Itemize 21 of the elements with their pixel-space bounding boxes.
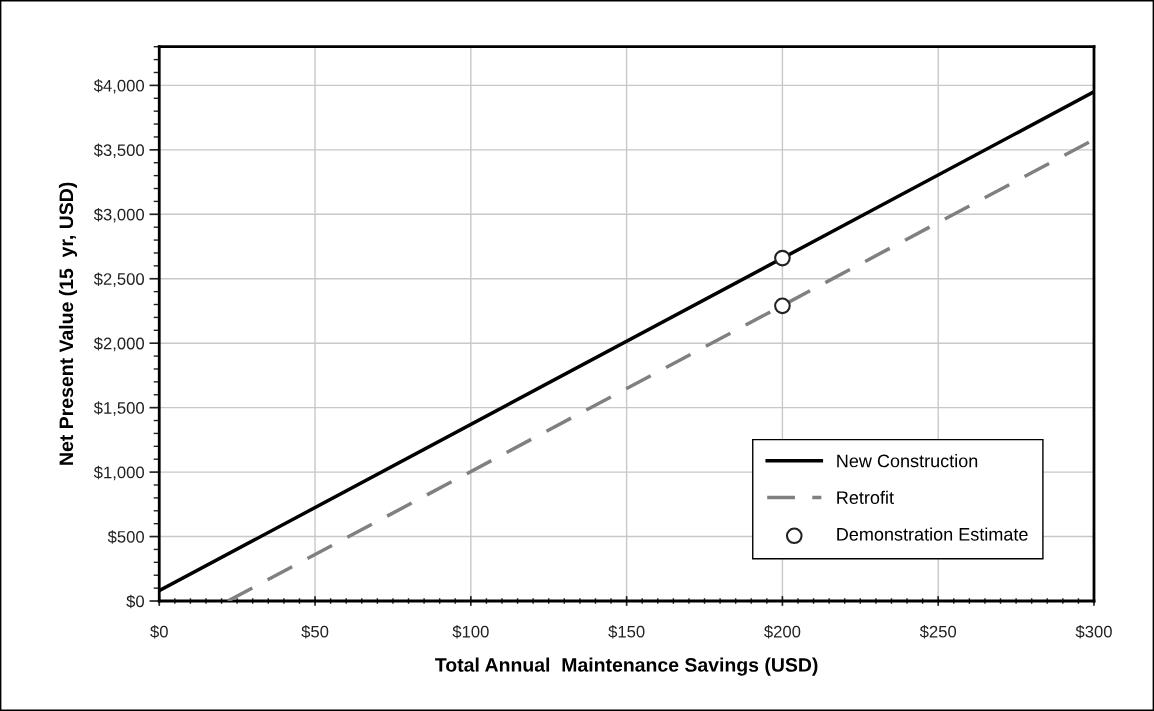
y-tick-label: $1,000	[93, 465, 145, 481]
x-tick-label: $250	[919, 625, 957, 639]
y-axis-title: Net Present Value (15 yr, USD)	[58, 182, 78, 465]
legend-label: New Construction	[837, 454, 978, 468]
y-tick-label: $1,500	[93, 401, 145, 416]
y-tick-label: $4,000	[93, 79, 145, 94]
x-axis-title: Total Annual Maintenance Savings (USD)	[435, 657, 818, 676]
x-tick-label: $0	[150, 625, 168, 639]
y-tick-label: $0	[126, 594, 145, 609]
y-tick-label: $3,500	[93, 143, 145, 159]
x-tick-label: $100	[452, 625, 489, 639]
x-tick-label: $150	[608, 625, 645, 639]
legend-label: Retrofit	[837, 490, 894, 505]
x-tick-label: $300	[1075, 625, 1112, 639]
x-tick-label: $50	[301, 625, 329, 639]
y-tick-label: $2,500	[93, 272, 145, 287]
y-tick-label: $500	[107, 530, 145, 544]
y-tick-label: $2,000	[93, 336, 145, 352]
y-tick-label: $3,000	[93, 207, 145, 223]
x-tick-label: $200	[764, 625, 801, 639]
legend-label: Demonstration Estimate	[837, 527, 1028, 541]
